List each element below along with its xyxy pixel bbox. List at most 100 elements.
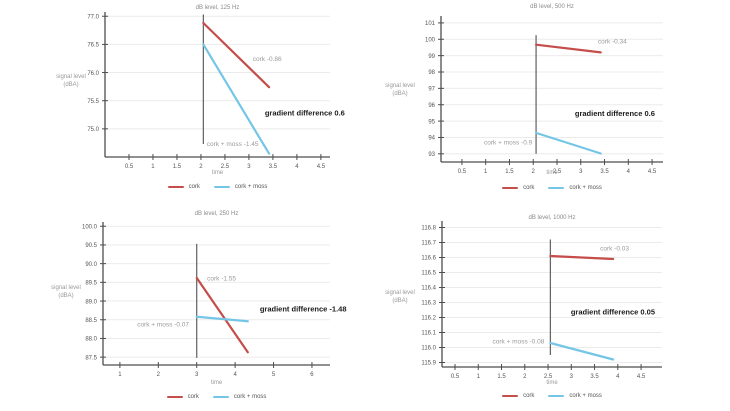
- y-tick-label: 96: [428, 103, 435, 109]
- legend-label-cork-moss: cork + moss: [569, 185, 602, 191]
- chart-title: dB level, 1000 Hz: [528, 215, 576, 221]
- x-tick-label: 2: [199, 164, 203, 170]
- x-tick-label: 0.5: [458, 169, 467, 175]
- gradient-difference-annotation: gradient difference 0.6: [575, 109, 655, 118]
- y-axis-label: signal level (dBA): [31, 284, 101, 301]
- x-tick-label: 2.5: [544, 374, 553, 380]
- gradient-difference-annotation: gradient difference 0.05: [571, 308, 655, 317]
- y-tick-label: 116.4: [421, 286, 436, 292]
- y-tick-label: 100.0: [82, 224, 98, 230]
- x-tick-label: 1.5: [505, 169, 514, 175]
- x-tick-label: 2: [523, 374, 527, 380]
- y-tick-label: 87.5: [85, 355, 97, 361]
- legend-swatch-cork-moss: [213, 185, 230, 189]
- series-line-cork-moss: [202, 43, 271, 155]
- legend-label-cork-moss: cork + moss: [233, 394, 267, 400]
- x-tick-label: 6: [310, 372, 314, 378]
- y-axis-label: signal level (dBA): [36, 73, 106, 90]
- legend-item-cork[interactable]: cork: [502, 185, 534, 191]
- x-tick-label: 1.5: [497, 374, 506, 380]
- x-tick-label: 2: [532, 169, 536, 175]
- chart-title: dB level, 125 Hz: [195, 5, 240, 11]
- y-tick-label: 94: [428, 136, 435, 142]
- legend: cork cork + moss: [105, 184, 330, 190]
- chart-title: dB level, 250 Hz: [194, 211, 239, 217]
- x-axis-label: time: [546, 380, 558, 386]
- y-axis-label-line2: (dBA): [392, 298, 408, 305]
- series-line-cork-moss: [549, 341, 615, 361]
- y-axis-label: signal level (dBA): [365, 289, 435, 306]
- x-tick-label: 3: [570, 374, 574, 380]
- y-tick-label: 116.3: [421, 301, 436, 307]
- chart-db-level-125hz: dB level, 125 Hz signal level (dBA) 0.5 1…: [0, 0, 365, 205]
- legend-swatch-cork: [167, 185, 184, 189]
- x-tick-label: 2.5: [553, 169, 562, 175]
- x-tick-label: 4: [233, 372, 237, 378]
- x-axis-label: time: [210, 380, 223, 386]
- legend-item-cork[interactable]: cork: [502, 393, 534, 399]
- x-tick-label: 1: [484, 169, 488, 175]
- legend-swatch-cork: [166, 395, 183, 399]
- gradient-difference-annotation: gradient difference 0.6: [265, 109, 345, 118]
- x-tick-label: 4: [295, 164, 299, 170]
- x-tick-label: 4: [627, 169, 631, 175]
- y-tick-label: 115.9: [421, 361, 436, 367]
- y-axis-label-line2: (dBA): [63, 82, 79, 89]
- chart-db-level-250hz: dB level, 250 Hz signal level (dBA) 1 2 3 4…: [0, 205, 365, 410]
- x-tick-label: 3: [195, 372, 199, 378]
- y-tick-label: 116.8: [421, 226, 436, 232]
- y-tick-label: 88.5: [85, 318, 97, 324]
- legend-item-cork-moss[interactable]: cork + moss: [548, 393, 602, 399]
- legend-label-cork: cork: [188, 184, 200, 190]
- legend-item-cork[interactable]: cork: [166, 394, 199, 400]
- series-line-cork: [549, 254, 615, 261]
- x-tick-label: 3.5: [590, 374, 599, 380]
- y-axis-label: signal level (dBA): [365, 82, 435, 99]
- x-tick-label: 3.5: [269, 164, 278, 170]
- y-tick-label: 93: [428, 152, 435, 158]
- y-tick-label: 116.1: [421, 331, 436, 337]
- y-tick-label: 116.2: [421, 316, 436, 322]
- y-axis-label-line2: (dBA): [392, 91, 408, 98]
- y-tick-label: 75.5: [87, 99, 99, 105]
- x-tick-label: 3: [579, 169, 583, 175]
- x-tick-label: 1.5: [173, 164, 182, 170]
- y-tick-label: 90.5: [85, 243, 97, 249]
- y-tick-label: 95: [428, 119, 435, 125]
- series-label-cork-moss: cork + moss -0.9: [484, 140, 533, 147]
- series-line-cork-moss: [534, 131, 602, 155]
- series-label-cork: cork -1.55: [207, 276, 236, 283]
- legend-label-cork: cork: [523, 393, 535, 399]
- legend: cork cork + moss: [103, 394, 330, 400]
- legend-item-cork-moss[interactable]: cork + moss: [213, 184, 267, 190]
- x-axis-label: time: [546, 170, 558, 176]
- plot-area-250hz: 1 2 3 4 5 6 87.5 88.0 88.5 89.0 89.5 90.0 90.5 100.0 c…: [82, 222, 347, 378]
- legend-item-cork-moss[interactable]: cork + moss: [548, 185, 602, 191]
- plot-area-1000hz: 0.5 1 1.5 2 2.5 3 3.5 4 4.5 115.9 116.0 116.1 116.2 1…: [421, 221, 662, 380]
- series-label-cork: cork -0.34: [598, 39, 627, 46]
- legend-item-cork-moss[interactable]: cork + moss: [212, 394, 267, 400]
- y-tick-label: 76.5: [87, 43, 99, 49]
- x-tick-label: 3.5: [600, 169, 609, 175]
- plot-area-500hz: 0.5 1 1.5 2 2.5 3 3.5 4 4.5 93 94 95 96 97 98 99 100 101 c…: [425, 16, 663, 175]
- x-tick-label: 0.5: [125, 164, 134, 170]
- x-axis-label: time: [211, 170, 224, 176]
- y-tick-label: 97: [428, 87, 435, 93]
- y-tick-label: 101: [425, 21, 436, 27]
- legend-swatch-cork-moss: [548, 186, 565, 190]
- y-axis-label-line1: signal level: [385, 83, 415, 89]
- y-tick-label: 77.0: [87, 14, 99, 20]
- legend-swatch-cork: [502, 186, 519, 190]
- series-label-cork-moss: cork + moss -0.08: [492, 339, 544, 346]
- y-tick-label: 99: [428, 54, 435, 60]
- series-label-cork: cork -0.03: [600, 246, 629, 253]
- series-line-cork: [195, 276, 249, 354]
- y-tick-label: 116.5: [421, 271, 436, 277]
- legend-label-cork-moss: cork + moss: [569, 393, 602, 399]
- series-line-cork: [534, 43, 602, 54]
- legend-item-cork[interactable]: cork: [167, 184, 200, 190]
- y-tick-label: 116.6: [421, 256, 436, 262]
- y-tick-label: 88.0: [85, 337, 97, 343]
- y-axis-label-line1: signal level: [56, 74, 86, 80]
